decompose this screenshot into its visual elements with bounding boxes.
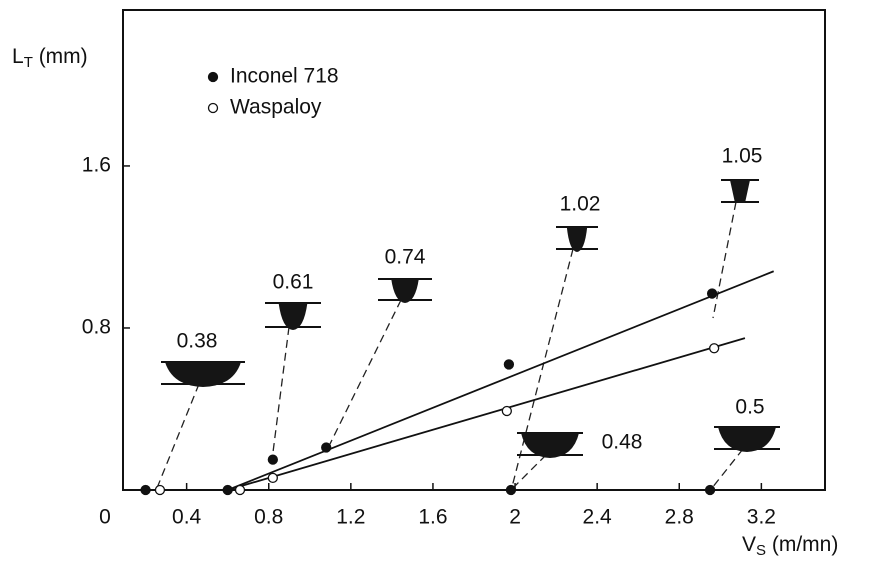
- bead-label: 0.38: [177, 330, 218, 353]
- bead-label: 1.02: [560, 193, 601, 216]
- bead-label: 0.48: [602, 431, 643, 454]
- bead-label: 0.74: [385, 246, 426, 269]
- x-tick-label: 3.2: [747, 506, 776, 529]
- data-point: [267, 454, 278, 465]
- bead-shape: [391, 279, 419, 303]
- legend-marker: [207, 71, 219, 83]
- data-point: [267, 472, 278, 483]
- bead-label: 0.5: [735, 396, 764, 419]
- x-tick-label: 2.8: [665, 506, 694, 529]
- y-tick-label: 0.8: [82, 316, 111, 339]
- fit-line: [227, 270, 775, 491]
- legend-marker: [207, 102, 219, 114]
- data-point: [140, 484, 151, 496]
- bead-shape: [566, 227, 588, 252]
- data-point: [503, 359, 515, 370]
- plot-frame: [122, 9, 826, 491]
- x-axis-label: VS (m/mn): [742, 533, 838, 559]
- x-tick-label: 2.4: [583, 506, 613, 529]
- data-point: [154, 484, 166, 496]
- y-axis-label: LT (mm): [12, 45, 88, 71]
- data-point: [234, 484, 246, 496]
- x-label-main: V: [742, 533, 756, 556]
- y-label-main: L: [12, 45, 24, 68]
- fit-line: [227, 337, 746, 491]
- data-point: [505, 484, 517, 496]
- bead-connector: [711, 448, 744, 489]
- bead-label: 1.05: [722, 145, 763, 168]
- data-point: [709, 343, 720, 354]
- y-label-unit: (mm): [33, 45, 88, 68]
- x-label-unit: (m/mn): [766, 533, 838, 556]
- y-tick-label: 1.6: [82, 153, 111, 176]
- bead-connector: [511, 248, 574, 488]
- bead-connector: [512, 454, 547, 489]
- bead-label: 0.61: [273, 271, 314, 294]
- x-tick-label: 1.2: [336, 506, 365, 529]
- bead-connector: [327, 299, 402, 449]
- bead-shape: [165, 362, 241, 387]
- data-point: [704, 484, 716, 496]
- data-point: [706, 288, 718, 299]
- x-tick-label: 0.8: [254, 506, 283, 529]
- x-tick-label: 2: [509, 506, 521, 529]
- origin-label: 0: [99, 506, 111, 529]
- y-label-sub: T: [24, 54, 33, 71]
- data-point: [321, 442, 332, 453]
- legend-label: Waspaloy: [230, 96, 322, 119]
- bead-connector: [712, 201, 737, 319]
- legend-label: Inconel 718: [230, 65, 339, 88]
- x-tick-label: 0.4: [172, 506, 202, 529]
- bead-shape: [278, 303, 308, 330]
- bead-shape: [730, 180, 750, 203]
- data-point: [501, 405, 512, 417]
- bead-shape: [718, 427, 776, 452]
- x-tick-label: 1.6: [418, 506, 447, 529]
- bead-shape: [521, 433, 579, 458]
- data-point: [222, 484, 233, 496]
- bead-connector: [271, 326, 290, 461]
- x-label-sub: S: [756, 542, 766, 559]
- bead-connector: [156, 383, 200, 489]
